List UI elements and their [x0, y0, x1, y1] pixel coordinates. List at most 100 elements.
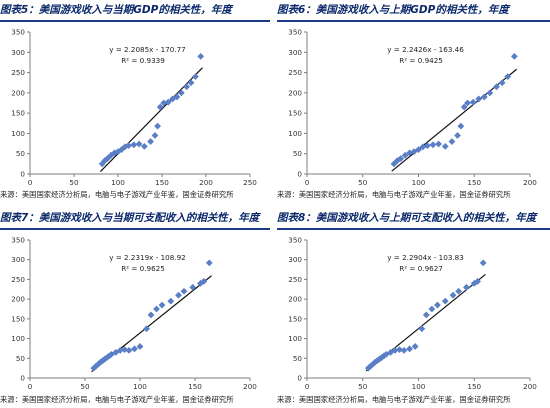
y-tick-label: 350 [11, 28, 25, 37]
data-point [418, 325, 426, 333]
x-tick-label: 0 [28, 382, 33, 391]
data-point [92, 362, 100, 370]
x-tick-label: 150 [467, 178, 481, 187]
r-squared-value: R² = 0.9627 [399, 264, 443, 273]
data-point [454, 132, 461, 139]
data-point [136, 343, 144, 350]
y-tick-label: 0 [20, 170, 25, 179]
data-point [160, 99, 168, 107]
data-point [135, 140, 143, 148]
x-tick-label: 150 [467, 382, 481, 391]
data-point [125, 142, 132, 149]
data-point [143, 325, 150, 333]
data-point [469, 98, 477, 106]
data-point [118, 146, 125, 154]
data-point [391, 347, 399, 354]
data-point [94, 360, 102, 368]
data-point [130, 141, 138, 149]
chart-title: 图表7：美国游戏收入与当期可支配收入的相关性，年度 [0, 212, 260, 224]
x-tick-label: 100 [412, 178, 426, 187]
x-tick-label: 50 [69, 178, 79, 187]
y-tick-label: 50 [16, 149, 26, 158]
y-tick-label: 350 [288, 28, 302, 37]
data-point [449, 291, 457, 299]
y-tick-label: 250 [288, 68, 302, 77]
data-point [187, 79, 195, 87]
data-point [397, 155, 405, 162]
y-tick-label: 200 [288, 88, 302, 97]
y-tick-label: 50 [16, 354, 26, 363]
scatter-plot: 0 50 100 150 200 250 300 350 0 50 100 150 200 y = 2.2… [288, 236, 537, 392]
data-point [390, 160, 398, 168]
data-point [147, 138, 154, 145]
data-point [367, 362, 374, 370]
chart-panel-4: 图表8：美国游戏收入与上期可支配收入的相关性，年度 0 50 100 150 200 25… [277, 208, 550, 408]
y-tick-label: 150 [288, 314, 302, 323]
source-note: 来源：美国国家经济分析局，电脑与电子游戏产业年鉴，国金证券研究所 [277, 190, 511, 199]
data-point [396, 346, 403, 354]
data-point [474, 278, 481, 285]
scatter-plot: 0 50 100 150 200 250 300 350 0 50 100 150 200 y = 2.2… [11, 236, 257, 392]
r-squared-value: R² = 0.9625 [121, 264, 165, 273]
data-point [98, 160, 106, 168]
data-point [400, 347, 408, 354]
data-point [411, 343, 419, 350]
chart-title: 图表6：美国游戏收入与上期GDP的相关性，年度 [277, 4, 509, 16]
data-point [480, 93, 488, 101]
data-point [441, 297, 449, 305]
data-point [498, 79, 506, 87]
data-point [429, 141, 437, 149]
data-point [441, 143, 449, 150]
y-tick-label: 100 [288, 129, 302, 138]
data-point [125, 347, 133, 354]
data-point [158, 301, 166, 309]
data-point [435, 140, 442, 148]
y-tick-label: 250 [11, 275, 25, 284]
trend-line [391, 68, 517, 172]
data-point [463, 283, 470, 291]
chart-panel-2: 图表6：美国游戏收入与上期GDP的相关性，年度 0 50 100 150 200 250 3… [277, 0, 550, 204]
chart-panel-1: 图表5：美国游戏收入与当期GDP的相关性，年度 0 50 100 150 200 250 3… [0, 0, 270, 204]
data-point [173, 93, 181, 101]
x-tick-label: 50 [358, 382, 368, 391]
x-tick-label: 200 [199, 178, 213, 187]
data-point [197, 52, 205, 60]
data-point [169, 95, 176, 103]
data-point [116, 347, 124, 354]
data-point [105, 352, 113, 360]
y-tick-label: 50 [293, 149, 303, 158]
x-tick-label: 0 [28, 178, 33, 187]
data-point [504, 73, 512, 81]
y-tick-label: 100 [11, 129, 25, 138]
r-squared-value: R² = 0.9425 [399, 56, 443, 65]
y-tick-label: 0 [20, 374, 25, 383]
data-point [434, 301, 441, 309]
chart-title: 图表8：美国游戏收入与上期可支配收入的相关性，年度 [277, 212, 537, 224]
x-tick-label: 200 [523, 382, 537, 391]
y-tick-label: 0 [297, 170, 302, 179]
x-tick-label: 250 [243, 178, 257, 187]
data-point [424, 142, 431, 149]
y-tick-label: 350 [11, 236, 25, 245]
scatter-plot: 0 50 100 150 200 250 300 350 0 50 100 150 200 y = 2.2… [288, 28, 537, 188]
data-point [510, 52, 518, 60]
data-point [457, 122, 465, 130]
regression-equation: y = 2.2319x - 108.92 [109, 253, 186, 262]
y-tick-label: 300 [288, 48, 302, 57]
data-point [177, 89, 185, 97]
data-point [121, 143, 129, 151]
data-point [364, 364, 372, 372]
data-point [205, 259, 213, 267]
x-tick-label: 100 [111, 178, 125, 187]
data-point [460, 103, 468, 111]
data-point [164, 98, 172, 106]
data-point [154, 122, 161, 130]
data-point [114, 148, 122, 156]
data-point [151, 132, 159, 139]
title-divider [277, 228, 550, 230]
data-point [101, 157, 109, 165]
data-point [448, 138, 456, 145]
data-point [406, 345, 413, 353]
data-point [153, 305, 160, 313]
